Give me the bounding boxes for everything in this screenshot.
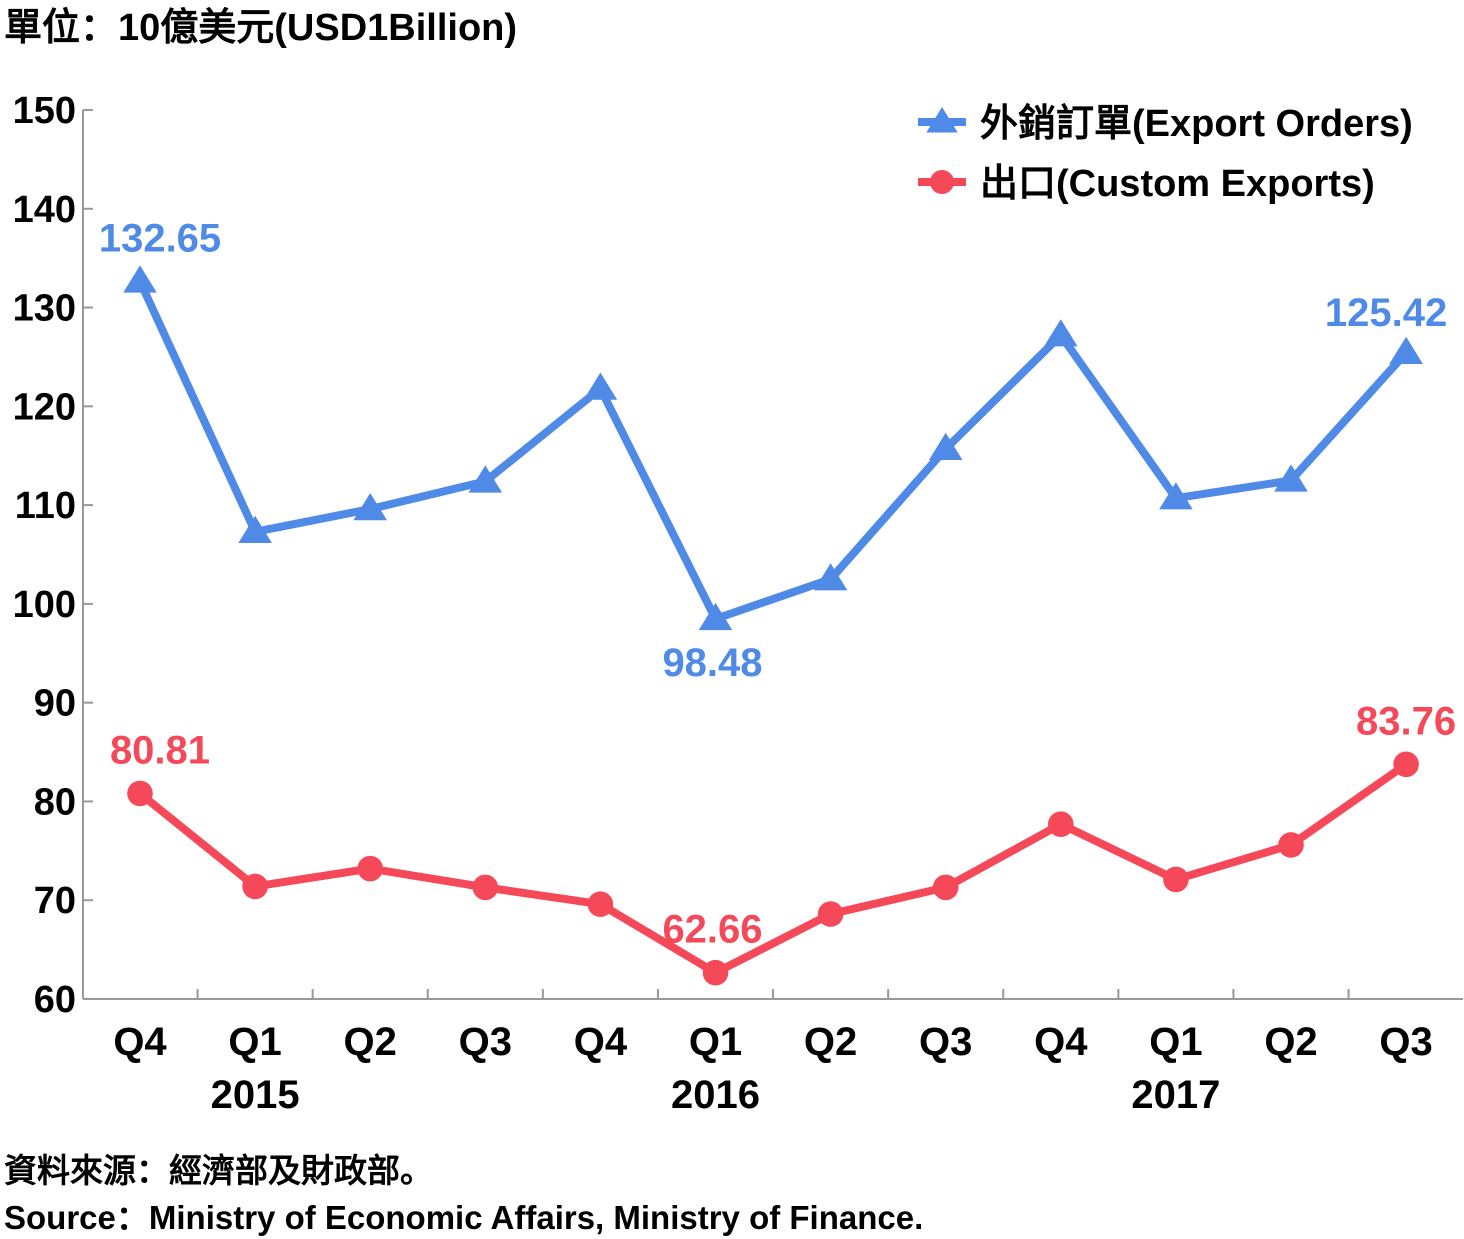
x-tick-label: Q3 [919, 1020, 972, 1064]
x-tick-label: Q1 [228, 1020, 281, 1064]
circle-marker [242, 873, 268, 900]
triangle-marker [468, 465, 503, 493]
circle-marker [1278, 832, 1304, 858]
triangle-marker [1389, 336, 1423, 364]
triangle-marker [1159, 482, 1193, 510]
series-1: 80.81 62.66 83.76 [110, 699, 1456, 986]
data-label: 98.48 [662, 641, 762, 685]
y-tick-label: 100 [13, 584, 76, 626]
x-tick-label: Q1 [1149, 1020, 1202, 1064]
circle-marker [1048, 811, 1074, 837]
year-label: 2017 [1131, 1073, 1220, 1117]
unit-label: 單位：10億美元(USD1Billion) [4, 7, 517, 49]
data-label: 132.65 [99, 216, 221, 260]
triangle-marker [926, 107, 958, 133]
x-tick-label: Q4 [1034, 1020, 1088, 1064]
data-label: 80.81 [110, 728, 210, 772]
x-tick-label: Q4 [574, 1020, 628, 1064]
triangle-marker [698, 602, 733, 631]
y-tick-label: 90 [34, 683, 76, 725]
y-tick-label: 130 [13, 288, 76, 330]
triangle-marker [238, 515, 272, 543]
y-tick-label: 120 [13, 386, 76, 428]
data-label: 125.42 [1325, 291, 1447, 335]
triangle-marker [583, 372, 618, 400]
circle-marker [1393, 751, 1419, 778]
data-label: 62.66 [662, 908, 762, 952]
legend-label: 外銷訂單(Export Orders) [980, 103, 1413, 145]
year-label: 2016 [671, 1073, 760, 1117]
legend-label: 出口(Custom Exports) [980, 163, 1375, 205]
x-tick-label: Q2 [344, 1020, 397, 1064]
triangle-marker [813, 563, 848, 591]
y-tick-label: 80 [34, 781, 76, 823]
y-tick-label: 70 [34, 880, 76, 922]
circle-marker [817, 901, 844, 927]
circle-marker [702, 959, 729, 986]
circle-marker [127, 780, 153, 807]
x-tick-label: Q3 [459, 1020, 512, 1064]
circle-marker [357, 855, 384, 882]
triangle-marker [123, 265, 157, 293]
triangle-marker [1274, 464, 1308, 492]
x-tick-label: Q1 [689, 1020, 742, 1064]
x-tick-label: Q2 [804, 1020, 857, 1064]
y-tick-label: 60 [34, 979, 76, 1021]
circle-marker [1163, 866, 1189, 893]
triangle-marker [353, 493, 387, 521]
x-tick-label: Q2 [1264, 1020, 1317, 1064]
triangle-marker [1044, 319, 1078, 347]
circle-marker [587, 891, 614, 917]
data-label: 83.76 [1356, 699, 1456, 743]
triangle-marker [928, 432, 963, 461]
y-tick-label: 110 [15, 485, 76, 527]
x-tick-label: Q4 [113, 1020, 167, 1064]
year-label: 2015 [211, 1073, 300, 1117]
x-tick-label: Q3 [1379, 1020, 1432, 1064]
y-tick-label: 140 [13, 189, 76, 231]
series-line [137, 761, 1409, 977]
circle-marker [472, 874, 499, 901]
circle-marker [932, 874, 959, 901]
source-en: Source：Ministry of Economic Affairs, Min… [4, 1199, 923, 1236]
source-zh: 資料來源：經濟部及財政部。 [4, 1152, 433, 1189]
y-tick-label: 150 [13, 90, 76, 132]
circle-marker [930, 170, 954, 194]
series-line [136, 279, 1410, 623]
series-0: 132.65 98.48 125.42 [99, 216, 1447, 685]
